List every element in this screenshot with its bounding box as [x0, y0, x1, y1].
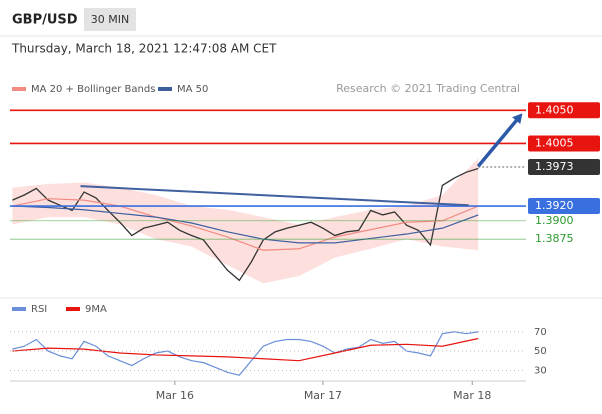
trendline: [80, 185, 469, 207]
level-label: 1.3973: [535, 160, 574, 173]
credit: Research © 2021 Trading Central: [336, 82, 520, 95]
series-line: [12, 337, 479, 362]
legend-label: 9MA: [85, 304, 107, 315]
x-tick-label: Mar 18: [453, 389, 491, 402]
y-tick-label: 70: [534, 327, 547, 338]
interval-button[interactable]: [84, 8, 136, 31]
level-label-box: [528, 135, 600, 152]
legend-swatch: [66, 307, 80, 311]
level-label: 1.4005: [535, 136, 574, 149]
forecast-arrow: [476, 116, 520, 168]
series-line: [12, 198, 479, 251]
legend-swatch: [158, 87, 172, 91]
series-line: [12, 167, 479, 282]
timestamp: Thursday, March 18, 2021 12:47:08 AM CET: [11, 42, 277, 56]
legend-label: MA 20 + Bollinger Bands: [31, 84, 155, 95]
level-label-box: [528, 198, 600, 215]
y-tick-label: 50: [534, 346, 547, 357]
level-label-box: [528, 159, 600, 176]
level-label: 1.4050: [535, 103, 574, 116]
legend-label: RSI: [31, 304, 47, 315]
y-tick-label: 30: [534, 365, 547, 376]
symbol: GBP/USD: [12, 13, 78, 28]
series-line: [12, 331, 479, 376]
legend-label: MA 50: [177, 84, 208, 95]
x-tick-label: Mar 16: [156, 389, 194, 402]
level-label: 1.3920: [535, 199, 574, 212]
level-label: 1.3900: [535, 214, 574, 227]
series-line: [12, 205, 479, 244]
legend-swatch: [12, 307, 26, 311]
level-label: 1.3875: [535, 232, 574, 245]
arrow-head: [512, 113, 523, 125]
x-tick-label: Mar 17: [304, 389, 342, 402]
level-label-box: [528, 102, 600, 119]
legend-swatch: [12, 87, 26, 91]
interval-label[interactable]: 30 MIN: [91, 13, 129, 26]
